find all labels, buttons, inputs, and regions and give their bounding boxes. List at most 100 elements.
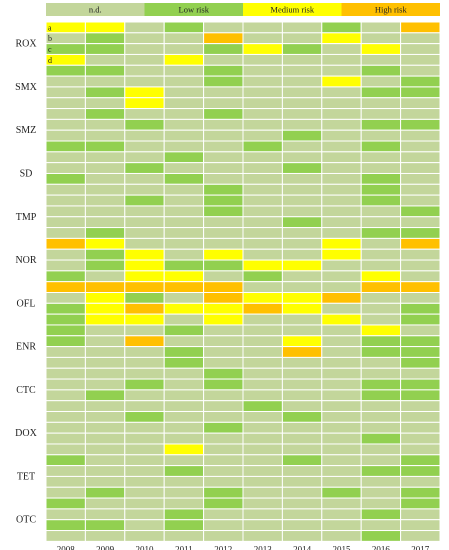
heatmap-cell [124, 140, 165, 153]
heatmap-cell [203, 75, 244, 88]
heatmap-cell [281, 32, 323, 45]
heatmap-cell [124, 248, 165, 261]
heatmap-cell [84, 432, 126, 445]
heatmap-cell [163, 519, 205, 532]
antibiotic-label: NOR [15, 255, 36, 266]
heatmap-cell [321, 313, 362, 326]
heatmap-cell [124, 519, 165, 532]
heatmap-cell [203, 378, 244, 391]
heatmap-cell [281, 475, 323, 488]
heatmap-cell [45, 259, 86, 272]
heatmap-cell [242, 421, 283, 434]
heatmap-cell [124, 454, 165, 467]
heatmap-cell [203, 140, 244, 153]
heatmap-cell [45, 508, 86, 521]
heatmap-cell [163, 97, 205, 110]
heatmap-cell [163, 400, 205, 413]
heatmap-cell [163, 32, 205, 45]
heatmap-cell [400, 162, 441, 174]
heatmap-cell [360, 248, 402, 261]
heatmap-cell [242, 75, 283, 88]
heatmap-cell [203, 454, 244, 467]
heatmap-cell [45, 475, 86, 488]
heatmap-cell [84, 205, 126, 218]
heatmap-cell [400, 324, 441, 337]
heatmap-cell [45, 411, 86, 423]
heatmap-cell [321, 292, 362, 304]
heatmap-cell [84, 421, 126, 434]
heatmap-cell [360, 216, 402, 229]
heatmap-cell [400, 118, 441, 131]
heatmap-cell [45, 400, 86, 413]
heatmap-cell [242, 411, 283, 423]
heatmap-cell [84, 53, 126, 66]
heatmap-cell [124, 324, 165, 337]
heatmap-cell [124, 227, 165, 239]
heatmap-cell [203, 486, 244, 499]
heatmap-cell [281, 519, 323, 532]
heatmap-cell [203, 118, 244, 131]
heatmap-cell [400, 43, 441, 55]
heatmap-cell [400, 194, 441, 207]
heatmap-cell [360, 465, 402, 477]
heatmap-cell [400, 378, 441, 391]
heatmap-cell [124, 194, 165, 207]
heatmap-cell [242, 86, 283, 99]
heatmap-cell [400, 32, 441, 45]
heatmap-cell [163, 172, 205, 185]
heatmap-cell [84, 486, 126, 499]
heatmap-cell [400, 21, 441, 34]
year-label: 2015 [333, 544, 352, 550]
heatmap-cell [242, 140, 283, 153]
heatmap-cell [242, 64, 283, 77]
heatmap-cell [321, 346, 362, 358]
heatmap-cell [84, 443, 126, 456]
heatmap-cell [360, 302, 402, 315]
heatmap-cell [242, 400, 283, 413]
heatmap-cell [242, 32, 283, 45]
heatmap-cell [281, 497, 323, 510]
heatmap-cell [281, 151, 323, 164]
heatmap-cell [84, 367, 126, 380]
heatmap-cell [321, 508, 362, 521]
heatmap-cell [84, 194, 126, 207]
heatmap-cell [281, 486, 323, 499]
heatmap-cell [203, 302, 244, 315]
heatmap-cell [281, 108, 323, 120]
heatmap-cell [321, 237, 362, 250]
heatmap-cell [400, 356, 441, 369]
heatmap-cell [124, 292, 165, 304]
heatmap-cell [163, 216, 205, 229]
heatmap-cell [360, 432, 402, 445]
heatmap-cell [360, 389, 402, 402]
heatmap-cell [203, 97, 244, 110]
legend-label: n.d. [89, 5, 102, 15]
legend-swatch [243, 3, 342, 16]
heatmap-cell [281, 324, 323, 337]
heatmap-cell [124, 389, 165, 402]
heatmap-cell [203, 259, 244, 272]
heatmap-cell [321, 389, 362, 402]
heatmap-cell [124, 129, 165, 142]
heatmap-cell [84, 302, 126, 315]
heatmap-cell [84, 356, 126, 369]
heatmap-cell [45, 21, 86, 34]
heatmap-cell [84, 259, 126, 272]
heatmap-cell [242, 259, 283, 272]
antibiotic-label: DOX [15, 428, 37, 439]
heatmap-cell [124, 118, 165, 131]
heatmap-cell [242, 118, 283, 131]
row-label: a [48, 23, 52, 32]
heatmap-cell [203, 172, 244, 185]
heatmap-cell [281, 86, 323, 99]
heatmap-cell [360, 86, 402, 99]
heatmap-cell [400, 53, 441, 66]
heatmap-cell [400, 432, 441, 445]
heatmap-cell [321, 497, 362, 510]
heatmap-cell [45, 421, 86, 434]
heatmap-cell [45, 270, 86, 283]
heatmap-cell [321, 151, 362, 164]
heatmap-cell [163, 281, 205, 293]
heatmap-cell [321, 129, 362, 142]
heatmap-cell [360, 519, 402, 532]
